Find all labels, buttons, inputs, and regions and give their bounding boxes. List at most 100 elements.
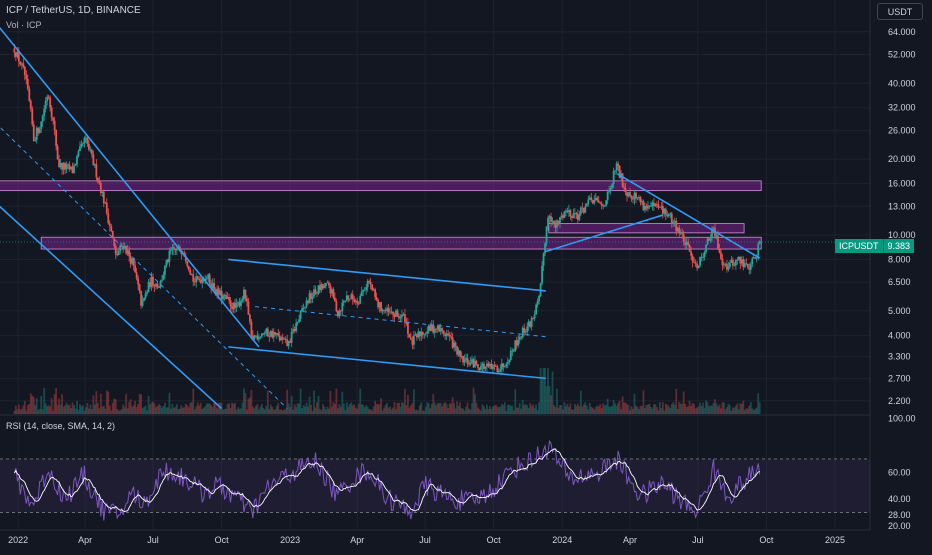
candle-body <box>29 100 32 109</box>
volume-bar <box>149 404 151 414</box>
candle-body <box>102 191 105 204</box>
trendline-1 <box>0 205 223 410</box>
candle-body <box>661 206 664 214</box>
candle-body <box>490 363 493 370</box>
candle-body <box>62 163 65 170</box>
candle-body <box>313 289 315 297</box>
volume-bar <box>122 404 125 414</box>
volume-bar <box>576 403 579 414</box>
volume-bar <box>71 402 74 414</box>
volume-bar <box>26 405 29 414</box>
volume-bar <box>421 410 424 414</box>
volume-bar <box>666 404 669 414</box>
candle-body <box>117 251 120 256</box>
candle-body <box>278 335 281 341</box>
volume-bar <box>289 407 292 414</box>
candle-body <box>174 249 177 251</box>
symbol-title[interactable]: ICP / TetherUS, 1D, BINANCE <box>6 5 141 16</box>
volume-bar <box>107 391 110 414</box>
volume-bar <box>240 408 242 414</box>
candle-body <box>655 203 658 205</box>
candle-body <box>323 286 326 289</box>
trendlines[interactable] <box>0 22 761 410</box>
candle-body <box>430 324 433 331</box>
candle-body <box>758 241 761 244</box>
candle-body <box>712 227 715 229</box>
candle-body <box>682 234 685 243</box>
candle-body <box>170 249 172 251</box>
candle-body <box>757 243 760 256</box>
volume-bar <box>56 404 59 414</box>
candle-body <box>71 166 74 174</box>
candle-body <box>56 146 59 160</box>
volume-bar <box>304 406 306 414</box>
candle-body <box>67 164 69 166</box>
volume-bar <box>652 404 655 414</box>
candle-body <box>536 301 539 305</box>
candle-body <box>287 340 290 347</box>
volume-bar <box>721 402 724 414</box>
volume-bar <box>441 406 444 414</box>
candle-body <box>423 334 426 335</box>
candle-body <box>238 302 241 307</box>
volume-bar <box>372 406 375 414</box>
volume-bar <box>670 404 673 414</box>
volume-bar <box>429 408 432 414</box>
volume-bar <box>682 391 685 414</box>
currency-button[interactable]: USDT <box>877 3 923 20</box>
volume-bar <box>329 390 332 414</box>
candle-body <box>374 289 377 298</box>
volume-bar <box>450 403 453 414</box>
candle-body <box>560 215 563 218</box>
candle-body <box>666 214 669 217</box>
volume-bar <box>269 404 272 414</box>
candle-body <box>240 300 242 307</box>
price-tick-label: 26.000 <box>888 125 916 135</box>
volume-bar <box>144 405 147 414</box>
candle-body <box>274 332 277 335</box>
volume-bar <box>661 402 664 414</box>
volume-bar <box>339 406 342 414</box>
volume-bar <box>85 407 87 414</box>
volume-bar <box>532 404 535 414</box>
candle-body <box>541 265 543 284</box>
candle-body <box>389 311 391 313</box>
candle-body <box>86 137 89 144</box>
time-tick-label: Apr <box>350 535 364 545</box>
candle-body <box>411 339 414 345</box>
volume-bar <box>256 404 259 414</box>
candle-body <box>685 241 688 246</box>
volume-bar <box>612 400 615 414</box>
volume-bar <box>332 402 335 414</box>
candle-body <box>632 198 634 200</box>
candle-body <box>381 309 384 312</box>
candle-body <box>392 311 394 315</box>
candle-body <box>244 289 247 299</box>
candle-body <box>223 295 226 296</box>
candle-body <box>748 267 751 270</box>
candle-body <box>727 266 730 270</box>
volume-bar <box>481 404 484 414</box>
candle-body <box>676 227 679 232</box>
candle-body <box>98 180 101 184</box>
volume-bar <box>99 393 102 414</box>
volume-bar <box>448 403 451 414</box>
volume-bar <box>471 403 473 414</box>
volume-bar <box>275 405 278 414</box>
candle-body <box>219 290 221 295</box>
volume-bar <box>499 406 502 414</box>
rsi-label[interactable]: RSI (14, close, SMA, 14, 2) <box>6 421 116 431</box>
candle-body <box>254 335 257 337</box>
candle-body <box>547 218 549 227</box>
candle-body <box>424 333 427 335</box>
candle-body <box>524 332 527 333</box>
candle-body <box>162 274 165 281</box>
candle-body <box>614 170 617 172</box>
candle-body <box>317 285 320 294</box>
candle-body <box>618 165 621 178</box>
volume-bar <box>533 408 536 414</box>
candle-body <box>384 309 387 311</box>
volume-bar <box>211 406 214 414</box>
